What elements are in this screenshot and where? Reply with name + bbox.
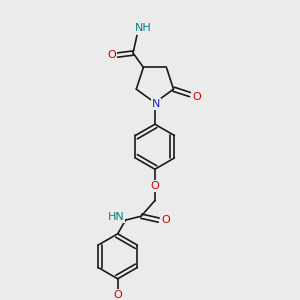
Text: NH: NH bbox=[134, 22, 151, 33]
Text: O: O bbox=[192, 92, 201, 102]
Text: N: N bbox=[152, 99, 160, 109]
Text: O: O bbox=[113, 290, 122, 300]
Text: O: O bbox=[107, 50, 116, 60]
Text: HN: HN bbox=[107, 212, 124, 222]
Text: O: O bbox=[151, 181, 159, 191]
Text: O: O bbox=[161, 215, 170, 225]
